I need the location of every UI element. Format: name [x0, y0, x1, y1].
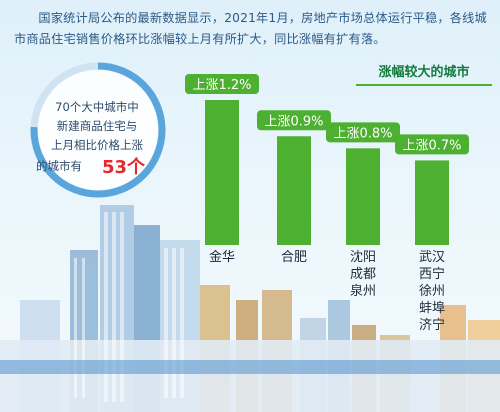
section-title: 涨幅较大的城市	[356, 62, 492, 86]
bar-2	[346, 148, 380, 245]
city-label-3-2: 徐州	[419, 284, 445, 299]
bar-label-bg-0	[185, 74, 259, 94]
city-label-0-0: 金华	[209, 249, 235, 265]
city-label-2-1: 成都	[350, 267, 376, 282]
city-label-3-4: 济宁	[419, 317, 445, 333]
bar-label-bg-1	[257, 110, 331, 131]
city-label-1-0: 合肥	[281, 250, 307, 265]
bar-label-bg-3	[395, 134, 469, 155]
bar-value-label-0: 上涨1.2%	[192, 78, 251, 93]
intro-paragraph: 国家统计局公布的最新数据显示，2021年1月，房地产市场总体运行平稳，各线城市商…	[14, 8, 488, 50]
bar-label-bg-2	[326, 122, 400, 143]
bar-1	[277, 136, 311, 245]
city-label-3-0: 武汉	[419, 250, 445, 265]
ring-background	[38, 70, 158, 190]
bar-3	[415, 160, 449, 245]
bar-value-label-3: 上涨0.7%	[402, 138, 461, 153]
rising-city-count: 53个	[102, 157, 146, 178]
ring-line-2: 新建商品住宅与	[56, 119, 138, 133]
city-label-3-3: 蚌埠	[419, 301, 445, 316]
ring-line-3: 上月相比价格上涨	[51, 138, 143, 152]
intro-text: 国家统计局公布的最新数据显示，2021年1月，房地产市场总体运行平稳，各线城市商…	[14, 11, 487, 46]
city-label-3-1: 西宁	[419, 266, 445, 282]
bar-0	[205, 100, 239, 245]
city-label-2-2: 泉州	[350, 283, 376, 299]
ring-line-1: 70个大中城市中	[55, 100, 139, 114]
ring-line-4: 的城市有	[36, 159, 82, 173]
bar-value-label-2: 上涨0.8%	[333, 126, 392, 141]
ring-progress-arc	[30, 62, 166, 198]
city-label-2-0: 沈阳	[350, 250, 376, 265]
bar-value-label-1: 上涨0.9%	[264, 114, 323, 129]
